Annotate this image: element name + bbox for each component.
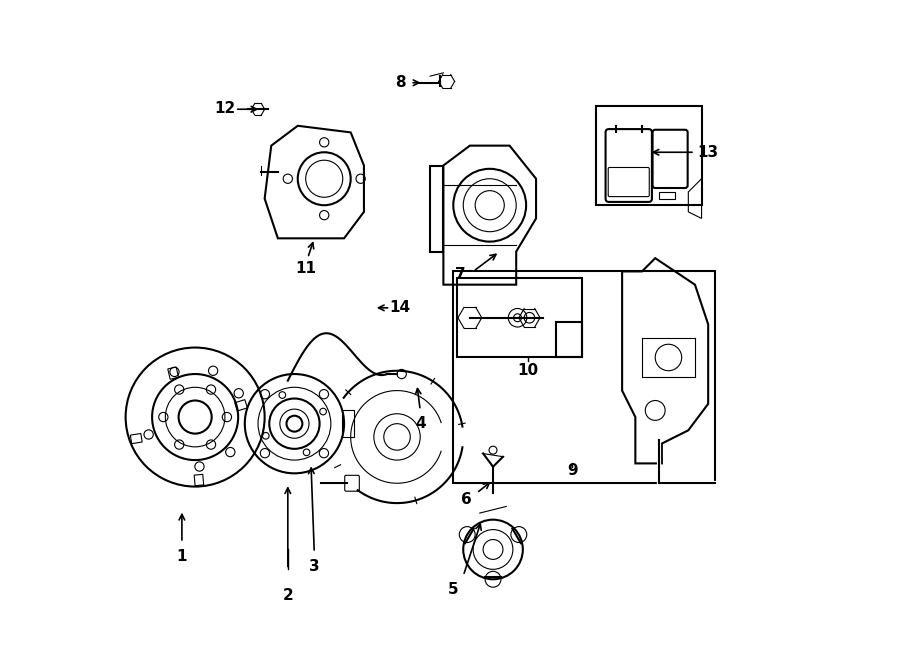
Bar — [454, 271, 715, 483]
Text: 1: 1 — [176, 549, 187, 563]
Text: 2: 2 — [283, 589, 293, 603]
Text: 3: 3 — [309, 559, 320, 573]
Bar — [194, 475, 203, 486]
Bar — [456, 278, 582, 357]
Bar — [596, 106, 702, 205]
Text: 10: 10 — [518, 363, 539, 378]
Text: 4: 4 — [415, 416, 426, 431]
Text: 5: 5 — [448, 582, 459, 596]
Text: 6: 6 — [461, 493, 472, 507]
Text: 14: 14 — [390, 300, 411, 314]
Bar — [235, 400, 248, 411]
Bar — [130, 434, 142, 444]
Text: 9: 9 — [567, 463, 578, 477]
Text: 7: 7 — [454, 267, 465, 282]
Text: 8: 8 — [395, 75, 406, 89]
Text: 12: 12 — [214, 101, 236, 116]
Text: 13: 13 — [698, 145, 719, 160]
Bar — [167, 367, 178, 379]
Text: 11: 11 — [295, 261, 316, 275]
